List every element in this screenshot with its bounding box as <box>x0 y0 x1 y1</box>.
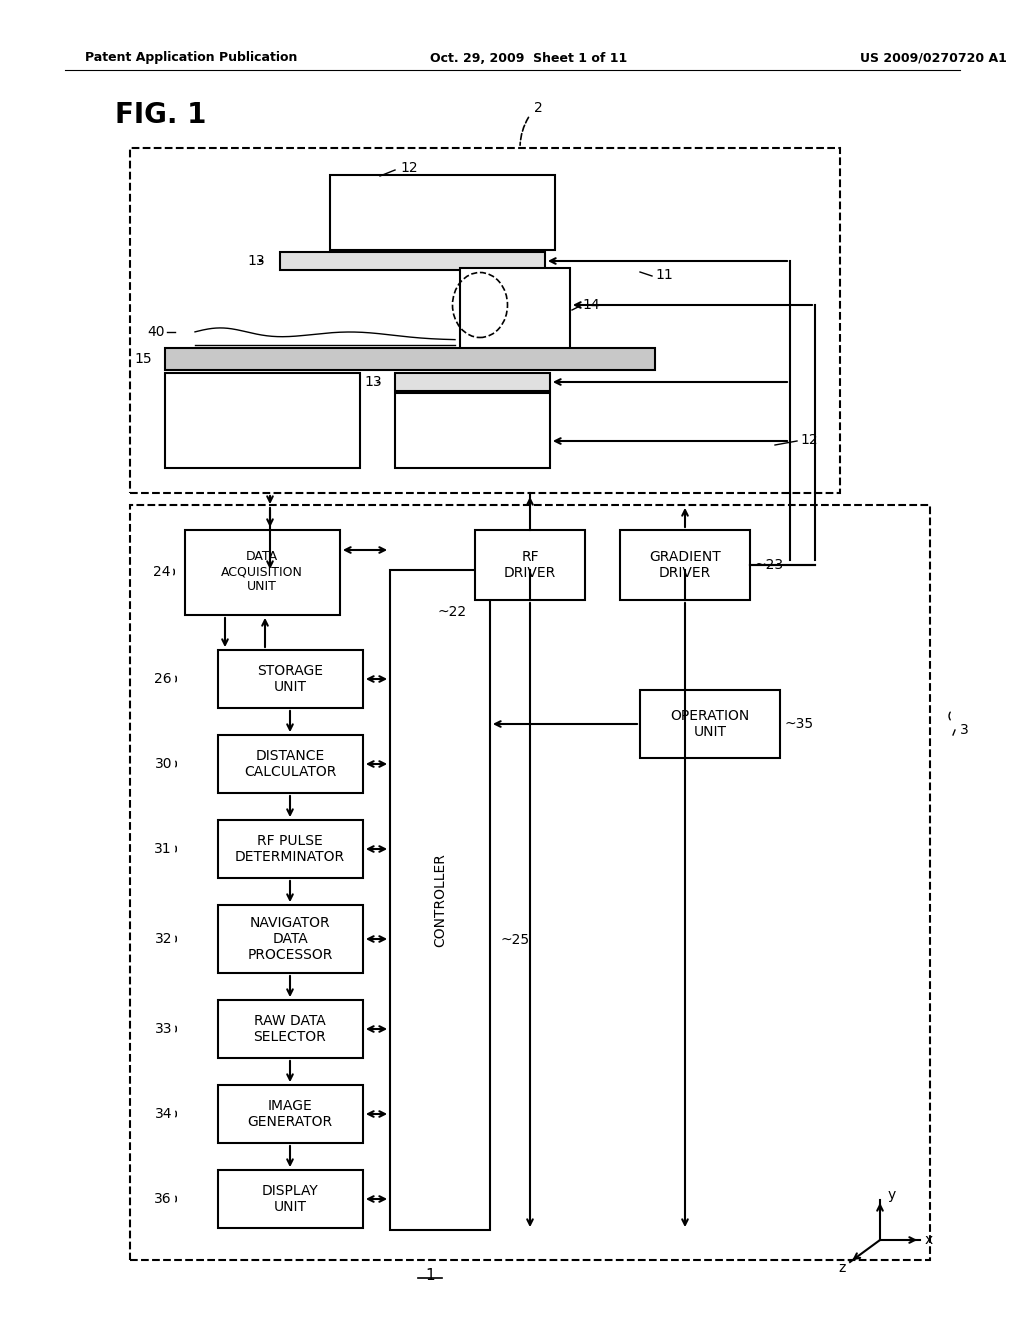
Text: 15: 15 <box>134 352 152 366</box>
Bar <box>280 252 545 271</box>
Text: NAVIGATOR
DATA
PROCESSOR: NAVIGATOR DATA PROCESSOR <box>248 916 333 962</box>
Text: 26: 26 <box>155 672 172 686</box>
Bar <box>130 506 930 1261</box>
Bar <box>395 393 550 469</box>
Bar <box>218 820 362 878</box>
Text: RAW DATA
SELECTOR: RAW DATA SELECTOR <box>254 1014 327 1044</box>
Text: RF PULSE
DETERMINATOR: RF PULSE DETERMINATOR <box>234 834 345 865</box>
Text: 24: 24 <box>153 565 170 579</box>
Text: x: x <box>925 1233 933 1247</box>
Text: DISTANCE
CALCULATOR: DISTANCE CALCULATOR <box>244 748 336 779</box>
Text: DISPLAY
UNIT: DISPLAY UNIT <box>261 1184 318 1214</box>
Bar <box>218 735 362 793</box>
Text: y: y <box>888 1188 896 1203</box>
Text: 14: 14 <box>582 298 600 312</box>
Text: 34: 34 <box>155 1107 172 1121</box>
Bar <box>330 176 555 249</box>
Text: ~23: ~23 <box>755 558 784 572</box>
Text: Oct. 29, 2009  Sheet 1 of 11: Oct. 29, 2009 Sheet 1 of 11 <box>430 51 628 65</box>
Text: 33: 33 <box>155 1022 172 1036</box>
Text: 1: 1 <box>425 1267 435 1283</box>
Bar <box>165 348 655 370</box>
Bar <box>395 374 550 391</box>
Text: z: z <box>839 1261 846 1275</box>
Text: 2: 2 <box>534 102 543 115</box>
Bar <box>218 1001 362 1059</box>
Text: 32: 32 <box>155 932 172 946</box>
Bar <box>640 690 780 758</box>
Text: 13: 13 <box>365 375 382 389</box>
Text: FIG. 1: FIG. 1 <box>115 102 207 129</box>
Text: 3: 3 <box>961 723 969 737</box>
Text: 40: 40 <box>147 325 165 339</box>
Text: RF
DRIVER: RF DRIVER <box>504 550 556 579</box>
Text: IMAGE
GENERATOR: IMAGE GENERATOR <box>248 1098 333 1129</box>
Bar <box>218 1170 362 1228</box>
Text: US 2009/0270720 A1: US 2009/0270720 A1 <box>860 51 1007 65</box>
Text: ~22: ~22 <box>438 605 467 619</box>
Text: 36: 36 <box>155 1192 172 1206</box>
Bar <box>218 649 362 708</box>
Bar <box>218 906 362 973</box>
Text: ~35: ~35 <box>785 717 814 731</box>
Text: 12: 12 <box>800 433 817 447</box>
Text: STORAGE
UNIT: STORAGE UNIT <box>257 664 323 694</box>
Bar <box>390 570 490 1230</box>
Bar <box>620 531 750 601</box>
Bar <box>185 531 340 615</box>
Text: 12: 12 <box>400 161 418 176</box>
Text: 13: 13 <box>248 253 265 268</box>
Text: CONTROLLER: CONTROLLER <box>433 853 447 946</box>
Bar <box>460 268 570 363</box>
Text: GRADIENT
DRIVER: GRADIENT DRIVER <box>649 550 721 579</box>
Bar <box>218 1085 362 1143</box>
Bar <box>475 531 585 601</box>
Text: OPERATION
UNIT: OPERATION UNIT <box>671 709 750 739</box>
Text: 31: 31 <box>155 842 172 855</box>
Bar <box>130 148 840 492</box>
Text: 30: 30 <box>155 756 172 771</box>
Bar <box>165 374 360 469</box>
Text: ~25: ~25 <box>500 933 529 946</box>
Text: Patent Application Publication: Patent Application Publication <box>85 51 297 65</box>
Text: 11: 11 <box>655 268 673 282</box>
Text: DATA
ACQUISITION
UNIT: DATA ACQUISITION UNIT <box>221 550 303 594</box>
